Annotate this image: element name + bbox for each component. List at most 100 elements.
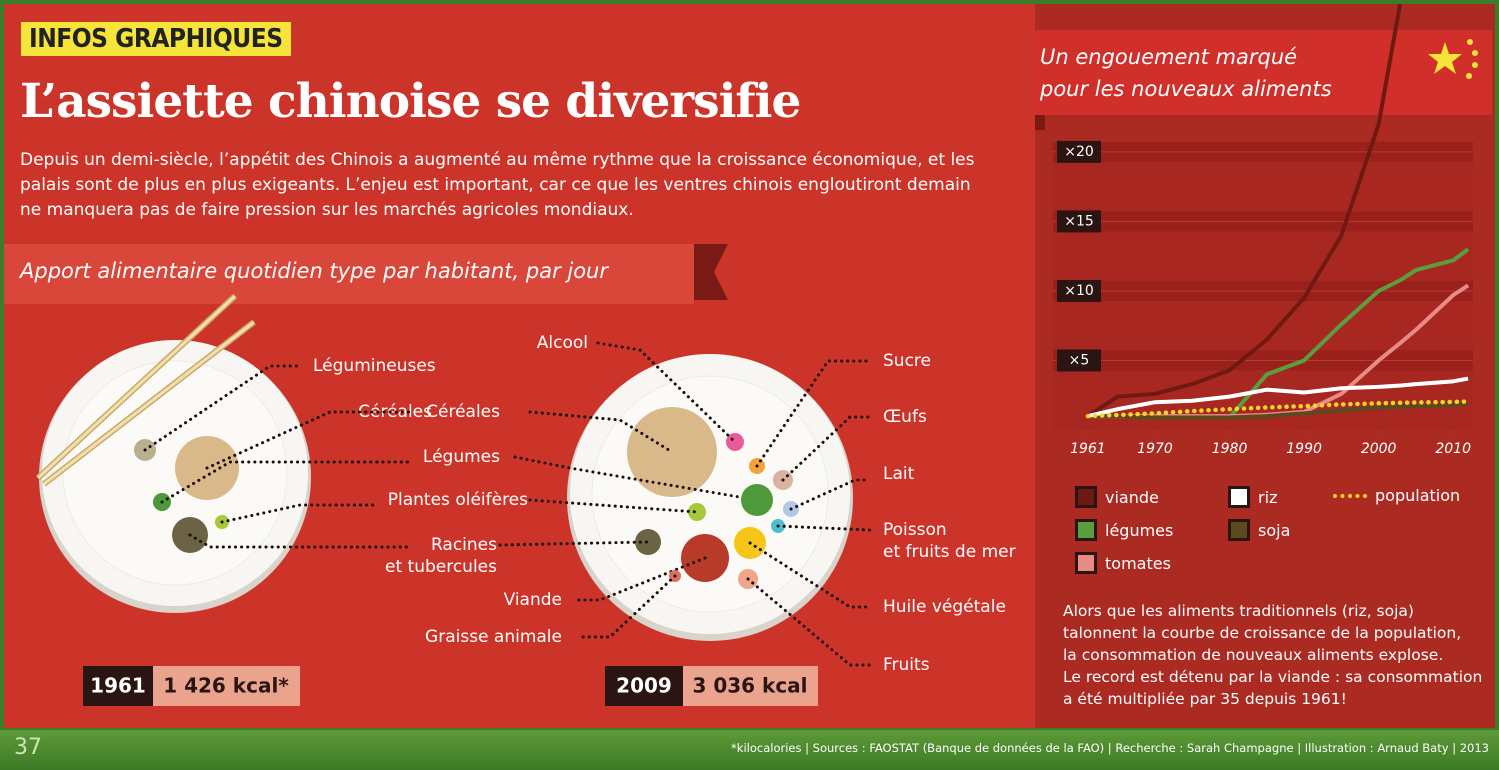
leader-line [143, 364, 302, 452]
leader-line [573, 556, 707, 602]
x-tick-label: 2000 [1361, 441, 1397, 457]
series-line [1085, 399, 1471, 419]
caption-line: Le record est détenu par la viande : sa … [1063, 668, 1483, 686]
food-circle [627, 407, 717, 497]
series-line [1086, 4, 1403, 418]
chart-title: pour les nouveaux aliments [1039, 77, 1332, 101]
food-label: et fruits de mer [883, 542, 1016, 562]
leader-line [596, 341, 737, 444]
kcal-box [153, 666, 300, 706]
leader-line [789, 478, 872, 511]
food-label: Fruits [883, 655, 930, 675]
caption-line: talonnent la courbe de croissance de la … [1063, 624, 1462, 642]
food-label: Racines [431, 535, 497, 555]
y-tick-box [1057, 279, 1101, 302]
plate-inner [62, 360, 288, 586]
y-tick-label: ×20 [1064, 144, 1094, 160]
food-label: Huile végétale [883, 597, 1006, 617]
legend-swatch [1075, 552, 1097, 574]
x-tick-label: 1980 [1212, 441, 1248, 457]
y-tick-box [1057, 210, 1101, 233]
kcal-box [683, 666, 818, 706]
x-tick-label: 1970 [1137, 441, 1173, 457]
intro-line: palais sont de plus en plus exigeants. L… [20, 175, 971, 195]
x-tick-label: 1961 [1070, 441, 1106, 457]
legend-label: riz [1258, 487, 1278, 507]
food-circle [688, 503, 706, 521]
food-label: Plantes oléifères [388, 490, 528, 510]
chopstick [36, 294, 237, 480]
star [1428, 42, 1462, 74]
plate-1961 [39, 340, 311, 613]
y-tick-label: ×10 [1064, 283, 1094, 299]
y-tick-label: ×15 [1064, 213, 1094, 229]
legend-item: riz [1228, 486, 1277, 508]
legend-label: population [1375, 486, 1461, 505]
title: L’assiette chinoise se diversifie [20, 74, 801, 129]
legend-item: légumes [1075, 519, 1173, 541]
legend-item: population [1333, 486, 1460, 505]
chopsticks [35, 293, 256, 487]
food-label: Œufs [883, 407, 927, 427]
caption-line: a été multipliée par 35 depuis 1961! [1063, 690, 1347, 708]
intro-line: ne manquera pas de faire pression sur le… [20, 200, 634, 220]
food-label: Poisson [883, 520, 947, 540]
y-tick-label: ×5 [1069, 352, 1090, 368]
leader-line [513, 455, 759, 502]
food-label: Légumes [423, 447, 500, 467]
footer-bar [0, 730, 1499, 770]
y-tick-box [1057, 349, 1101, 372]
food-label: Lait [883, 464, 915, 484]
leader-line [576, 574, 677, 639]
food-label: et tubercules [385, 557, 497, 577]
leader-line [528, 498, 699, 514]
star [1472, 62, 1478, 68]
food-label: Alcool [537, 333, 588, 353]
caption-line: la consommation de nouveaux aliments exp… [1063, 646, 1444, 664]
legend-swatch [1333, 493, 1367, 498]
subtitle-band [4, 244, 694, 304]
plates-subtitle: Apport alimentaire quotidien type par ha… [18, 259, 609, 283]
leader-line [746, 577, 872, 667]
leader-line [160, 460, 414, 504]
chart-title: Un engouement marqué [1040, 45, 1297, 69]
line-chart: Un engouement marqué pour les nouveaux a… [1035, 4, 1492, 457]
x-tick-label: 1990 [1286, 441, 1322, 457]
year: 2009 [616, 674, 672, 698]
legend-label: viande [1105, 487, 1159, 507]
legend-item: viande [1075, 486, 1159, 508]
badge: INFOS GRAPHIQUES [21, 22, 291, 56]
chopstick [43, 320, 255, 486]
year: 1961 [90, 674, 146, 698]
caption-line: Alors que les aliments traditionnels (ri… [1063, 602, 1414, 620]
series-line [1087, 376, 1469, 419]
y-tick-box [1057, 140, 1101, 163]
legend-label: tomates [1105, 553, 1171, 573]
legend-swatch [1075, 519, 1097, 541]
leader-line [528, 410, 674, 454]
plate-2009 [567, 354, 853, 641]
star [1467, 39, 1473, 45]
series-line [1087, 401, 1469, 420]
kcal: 1 426 kcal* [163, 674, 289, 698]
legend-item: soja [1228, 519, 1290, 541]
caption: Alors que les aliments traditionnels (ri… [1063, 600, 1482, 710]
intro-line: Depuis un demi-siècle, l’appétit des Chi… [20, 150, 975, 170]
leader-line [781, 415, 872, 482]
star [1472, 50, 1478, 56]
x-tick-label: 2010 [1435, 441, 1471, 457]
leader-line [205, 410, 416, 470]
year-box [605, 666, 683, 706]
food-label: Sucre [883, 351, 931, 371]
food-label: Céréales [426, 402, 500, 422]
legend-label: légumes [1105, 520, 1174, 540]
star [1466, 73, 1472, 79]
credits: *kilocalories | Sources : FAOSTAT (Banqu… [731, 741, 1489, 755]
page-number: 37 [14, 735, 42, 760]
leader-line [755, 359, 872, 468]
leader-line [498, 540, 650, 547]
food-label: Viande [504, 590, 562, 610]
food-circle [741, 484, 773, 516]
leader-line [188, 533, 412, 549]
